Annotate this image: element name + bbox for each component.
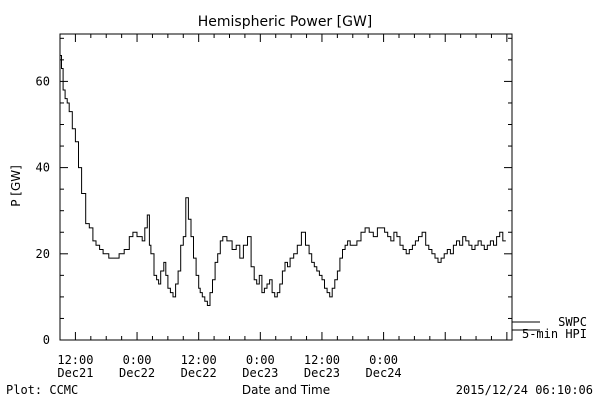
footer-plot-credit: Plot: CCMC <box>6 383 78 397</box>
series-line-5min-hpi <box>60 55 506 306</box>
y-axis-label: P [GW] <box>9 165 23 207</box>
x-tick-date-label: Dec22 <box>119 366 155 380</box>
series-group <box>60 55 506 306</box>
x-axis-label: Date and Time <box>242 383 330 397</box>
y-tick-label: 40 <box>36 161 50 175</box>
x-tick-time-label: 12:00 <box>57 353 93 367</box>
x-tick-date-label: Dec24 <box>366 366 402 380</box>
legend-swpc-label: SWPC <box>558 315 587 329</box>
x-tick-date-label: Dec23 <box>304 366 340 380</box>
plot-frame <box>59 33 513 341</box>
x-tick-time-label: 0:00 <box>123 353 152 367</box>
y-axis: 0 20 40 60 <box>36 37 512 347</box>
x-tick-date-label: Dec23 <box>242 366 278 380</box>
y-tick-label: 60 <box>36 74 50 88</box>
y-tick-label: 20 <box>36 247 50 261</box>
chart-title: Hemispheric Power [GW] <box>198 14 373 30</box>
y-tick-label: 0 <box>43 333 50 347</box>
x-tick-time-label: 12:00 <box>304 353 340 367</box>
footer-timestamp: 2015/12/24 06:10:06 <box>456 383 593 397</box>
x-tick-date-label: Dec22 <box>181 366 217 380</box>
plot-border <box>59 33 513 341</box>
x-tick-time-label: 0:00 <box>246 353 275 367</box>
legend-hpi-label: 5-min HPI <box>522 327 587 341</box>
x-axis: 12:00Dec210:00Dec2212:00Dec220:00Dec2312… <box>57 34 508 380</box>
x-tick-time-label: 12:00 <box>181 353 217 367</box>
x-tick-time-label: 0:00 <box>369 353 398 367</box>
x-tick-date-label: Dec21 <box>57 366 93 380</box>
